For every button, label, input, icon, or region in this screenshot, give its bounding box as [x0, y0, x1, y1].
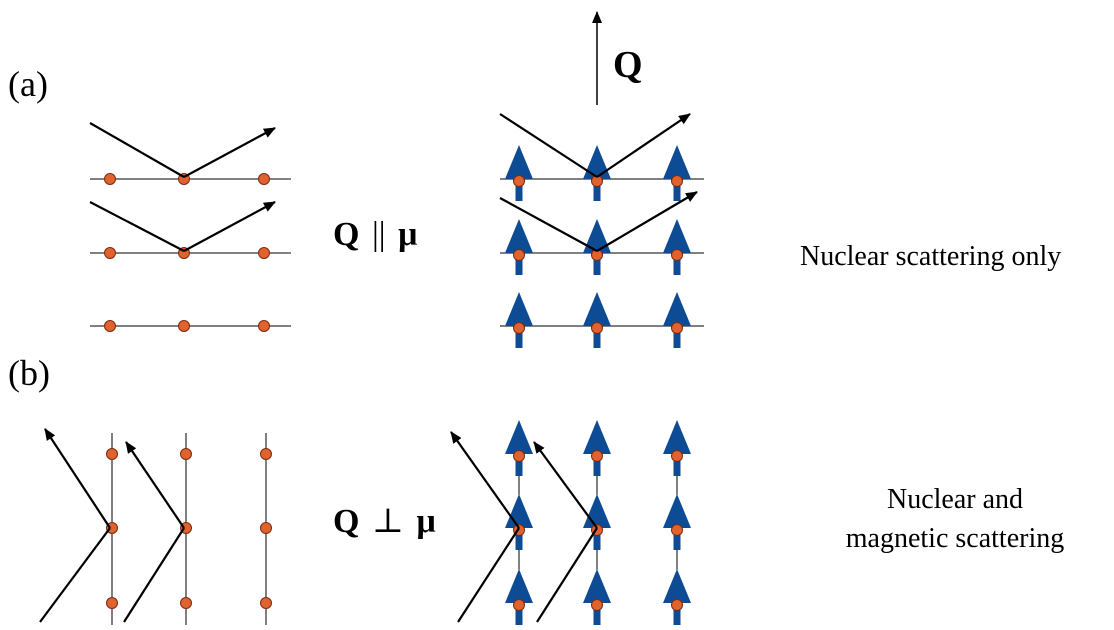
- atom: [104, 320, 116, 332]
- atom: [591, 599, 603, 611]
- incident-beam: [89, 122, 185, 178]
- scattered-beam: [44, 428, 111, 529]
- scattered-beam: [596, 191, 698, 252]
- spin-arrow-head: [663, 420, 691, 454]
- spin-arrow-head: [505, 292, 533, 326]
- atom: [671, 322, 683, 334]
- spin-arrow: [583, 292, 611, 348]
- spin-arrow: [663, 219, 691, 275]
- spin-arrow: [663, 145, 691, 201]
- spin-arrow: [663, 494, 691, 550]
- atom: [106, 597, 118, 609]
- q-symbol: Q: [333, 216, 359, 253]
- spin-arrow-head: [663, 494, 691, 528]
- q-parallel-mu-label: Q || μ: [333, 216, 417, 253]
- panel-b-description-line-1: Nuclear and: [887, 484, 1023, 515]
- spin-arrow: [663, 292, 691, 348]
- atom: [260, 597, 272, 609]
- spin-arrow: [663, 420, 691, 476]
- atom: [513, 450, 525, 462]
- spin-arrow: [583, 145, 611, 201]
- incident-beam: [536, 527, 598, 623]
- atom: [591, 249, 603, 261]
- spin-arrow-head: [505, 219, 533, 253]
- atom: [258, 320, 270, 332]
- q-symbol: Q: [333, 503, 359, 540]
- panel-b-label: (b): [8, 353, 50, 393]
- atom: [180, 597, 192, 609]
- atom: [260, 522, 272, 534]
- spin-arrow-head: [505, 494, 533, 528]
- atom: [180, 448, 192, 460]
- spin-arrow: [505, 569, 533, 625]
- atom: [591, 450, 603, 462]
- spin-arrow-head: [583, 145, 611, 179]
- scattered-beam: [533, 441, 598, 529]
- spin-arrow-head: [583, 420, 611, 454]
- atom: [671, 524, 683, 536]
- spin-arrow: [583, 219, 611, 275]
- panel-b-description-line-2: magnetic scattering: [846, 523, 1064, 554]
- atom: [106, 448, 118, 460]
- atom: [513, 175, 525, 187]
- spin-arrow-head: [583, 292, 611, 326]
- spin-arrow: [505, 292, 533, 348]
- scattered-beam: [183, 201, 276, 252]
- atom: [671, 450, 683, 462]
- panel-b-nuclear-lattice: [39, 428, 272, 625]
- atom: [591, 322, 603, 334]
- spin-arrow-head: [583, 219, 611, 253]
- spin-arrow-head: [663, 219, 691, 253]
- spin-arrow-head: [583, 569, 611, 603]
- spin-arrow-head: [505, 145, 533, 179]
- q-vector-label: Q: [613, 44, 643, 86]
- spin-arrow-head: [505, 569, 533, 603]
- atom: [104, 173, 116, 185]
- scattered-beam: [125, 441, 185, 529]
- atom: [178, 320, 190, 332]
- perp-symbol: ⊥: [372, 503, 404, 540]
- atom: [671, 599, 683, 611]
- panel-a-label: (a): [8, 64, 48, 104]
- atom: [104, 247, 116, 259]
- atom: [258, 247, 270, 259]
- atom: [671, 249, 683, 261]
- spin-arrow-head: [663, 569, 691, 603]
- atom: [260, 448, 272, 460]
- spin-arrow: [583, 420, 611, 476]
- incident-beam: [457, 527, 520, 623]
- scattered-beam: [183, 127, 276, 178]
- panel-b-magnetic-lattice: [450, 420, 691, 625]
- atom: [513, 599, 525, 611]
- spin-arrow: [663, 569, 691, 625]
- incident-beam: [499, 197, 598, 252]
- q-perp-mu-label: Q ⊥ μ: [333, 503, 436, 540]
- panel-a-magnetic-lattice: [499, 113, 704, 348]
- panel-a-nuclear-lattice: [89, 122, 291, 332]
- atom: [513, 249, 525, 261]
- mu-symbol: μ: [416, 503, 435, 540]
- panel-a-description: Nuclear scattering only: [800, 241, 1061, 272]
- parallel-symbol: ||: [372, 216, 386, 253]
- incident-beam: [499, 113, 598, 178]
- spin-arrow: [505, 145, 533, 201]
- atom: [258, 173, 270, 185]
- scattered-beam: [596, 113, 691, 178]
- spin-arrow-head: [663, 292, 691, 326]
- spin-arrow: [583, 569, 611, 625]
- spin-arrow-head: [583, 494, 611, 528]
- atom: [513, 322, 525, 334]
- incident-beam: [39, 527, 111, 623]
- atom: [671, 175, 683, 187]
- incident-beam: [123, 527, 185, 623]
- scattered-beam: [450, 431, 520, 529]
- spin-arrow-head: [505, 420, 533, 454]
- incident-beam: [89, 201, 185, 252]
- atom: [591, 175, 603, 187]
- spin-arrow-head: [663, 145, 691, 179]
- spin-arrow: [505, 219, 533, 275]
- mu-symbol: μ: [398, 216, 417, 253]
- spin-arrow: [505, 420, 533, 476]
